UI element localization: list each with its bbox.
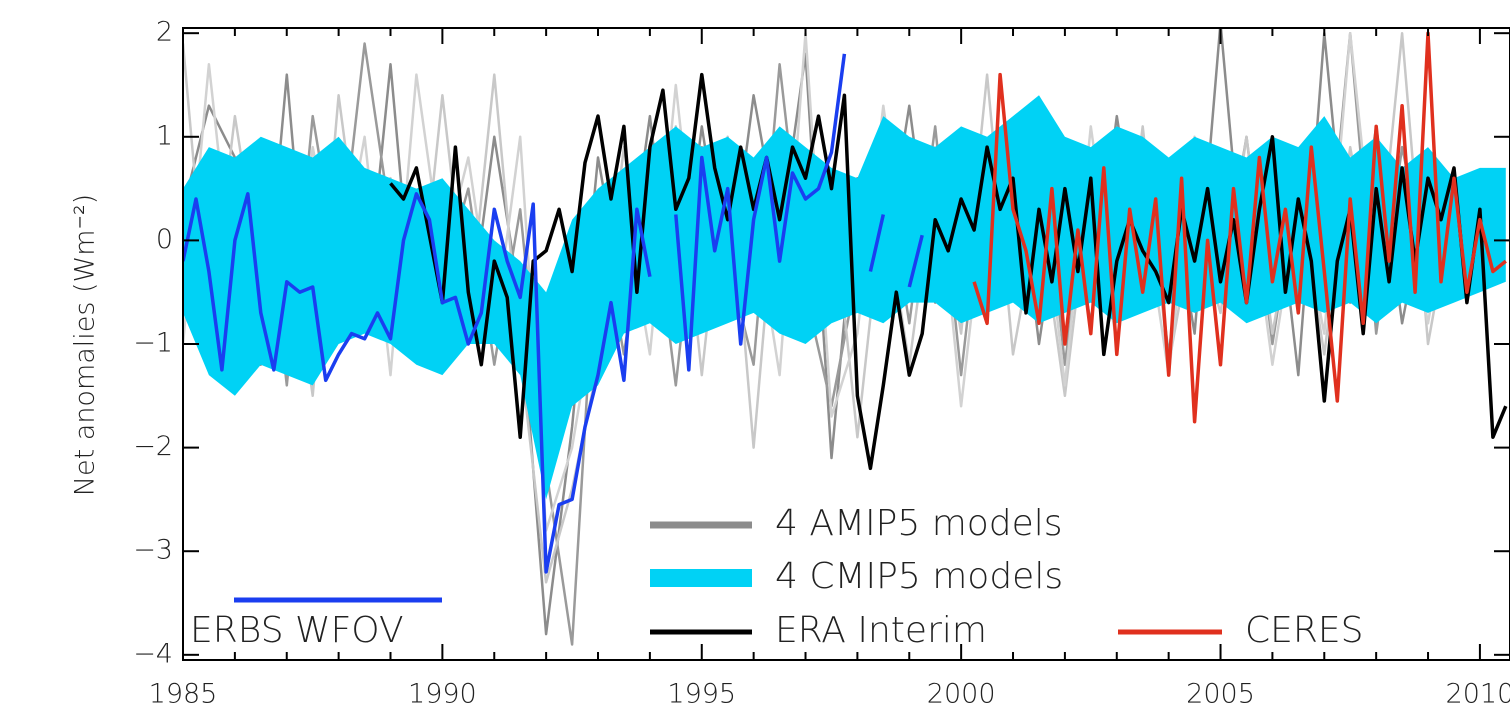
legend-label: CERES [1245,610,1364,651]
series-line [972,31,1507,424]
legend-label: 4 AMIP5 models [775,503,1063,544]
legend-label: ERA Interim [775,610,987,651]
series-line [389,72,1508,471]
x-tick-label: 2010 [1446,679,1510,710]
y-tick-label: −4 [133,638,173,669]
x-tick-label: 2005 [1186,679,1255,710]
y-tick-label: −2 [133,431,173,462]
x-tick-label: 1995 [667,679,736,710]
x-tick-label: 2000 [927,679,996,710]
y-axis-label: Net anomalies (Wm⁻²) [70,194,101,496]
legend-label: 4 CMIP5 models [775,556,1063,597]
x-tick-label: 1990 [408,679,477,710]
y-tick-label: −1 [133,328,173,359]
series-line [183,53,924,574]
axes: 1985 1990 1995 2000 2005 2010 −4 −3 −2 −1 0 1 2 [133,17,1510,710]
y-tick-label: 2 [156,17,173,48]
model-spread-band [183,95,1506,500]
y-tick-label: 0 [156,224,173,255]
legend-label: ERBS WFOV [190,610,404,651]
y-tick-label: −3 [133,535,173,566]
plot-area [183,28,1508,646]
x-tick-label: 1985 [149,679,218,710]
y-tick-label: 1 [156,120,173,151]
legend: 4 AMIP5 models 4 CMIP5 models ERA Interim C… [190,503,1364,651]
legend-swatch [650,569,752,587]
